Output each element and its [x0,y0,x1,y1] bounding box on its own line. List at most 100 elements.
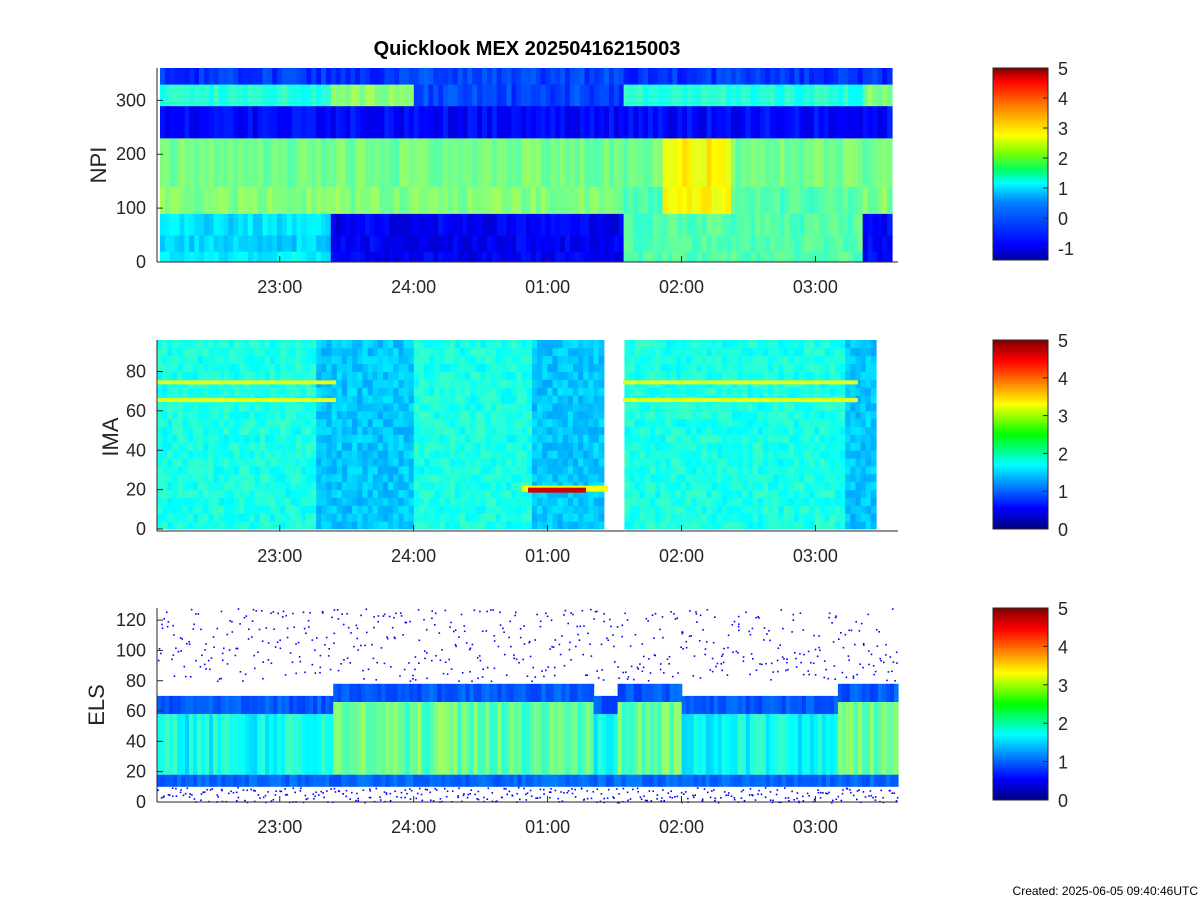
ima-cell [655,371,661,380]
npi-cell [672,68,678,85]
ima-cell [501,481,507,491]
ima-cell [305,497,312,506]
ima-cell [675,450,682,459]
npi-cell [755,251,761,263]
ima-cell [162,340,168,349]
ima-cell [521,363,528,372]
ima-cell [213,426,220,435]
npi-cell [228,251,234,263]
npi-cell [325,84,332,107]
ima-cell [557,442,564,451]
ima-cell [203,466,209,475]
npi-cell [809,251,815,263]
ima-cell [686,434,692,443]
npi-cell [555,235,561,252]
ima-cell [475,426,482,435]
ima-cell [655,355,661,365]
x-tick-label: 03:00 [793,546,838,566]
ima-cell [192,355,199,365]
ima-cell [326,450,333,459]
ima-cell [300,489,307,498]
ima-cell [840,410,846,420]
ima-cell [270,473,276,483]
ima-cell [670,450,677,459]
ima-cell [583,450,589,459]
ima-cell [305,450,312,459]
ima-cell [701,371,708,380]
ima-cell [773,426,779,435]
ima-cell [547,434,553,443]
els-noise-dot [262,661,264,663]
npi-cell [779,68,786,85]
npi-cell [477,235,483,252]
ima-cell [388,497,394,506]
ima-cell [793,450,800,459]
npi-cell [565,186,571,214]
els-noise-dot [261,640,264,642]
ima-cell [182,387,189,396]
ima-cell [773,458,779,467]
ima-cell [506,395,512,404]
npi-cell [633,84,639,107]
ima-cell [198,505,204,514]
ima-cell [634,466,641,475]
ima-cell [444,426,451,435]
npi-cell [726,186,732,214]
ima-cell [711,371,718,380]
ima-cell [634,340,641,349]
ima-cell [470,387,476,396]
ima-cell [686,442,692,451]
npi-cell [589,84,595,107]
ima-cell [870,481,877,491]
ima-cell [388,489,394,498]
npi-cell [818,213,825,236]
ima-cell [285,466,292,475]
npi-cell [291,68,298,85]
ima-cell [763,473,769,483]
ima-cell [860,426,867,435]
ima-cell [773,355,779,365]
ima-cell [501,347,507,357]
els-band-cell [249,714,254,775]
ima-cell [305,371,312,380]
ima-cell [172,489,179,498]
ima-cell [691,371,697,380]
ima-cell [675,521,682,530]
npi-cell [765,138,771,187]
npi-cell [843,186,849,214]
ima-cell [537,466,543,475]
ima-cell [270,426,276,435]
ima-cell [198,387,204,396]
npi-cell [560,138,566,187]
ima-cell [788,521,795,530]
ima-cell [578,497,584,506]
npi-cell [691,186,698,214]
ima-cell [824,505,831,514]
els-noise-dot [363,678,365,680]
ima-cell [567,458,574,467]
ima-cell [418,347,425,357]
npi-cell [272,235,278,252]
npi-cell [882,235,888,252]
ima-cell [383,371,389,380]
els-noise-dot [220,610,223,613]
ima-cell [747,466,754,475]
ima-cell [408,371,415,380]
ima-cell [475,387,482,396]
ima-cell [449,513,456,522]
ima-cell [305,340,312,349]
ima-cell [860,403,867,412]
ima-cell [480,426,487,435]
npi-cell [594,84,600,107]
ima-cell [542,363,548,372]
ima-cell [383,347,389,357]
ima-cell [701,434,708,443]
els-noise-dot [349,798,351,800]
ima-cell [259,355,266,365]
ima-cell [418,379,425,388]
ima-cell [552,466,559,475]
ima-cell [311,426,317,435]
ima-cell [526,458,533,467]
ima-cell [254,481,261,491]
